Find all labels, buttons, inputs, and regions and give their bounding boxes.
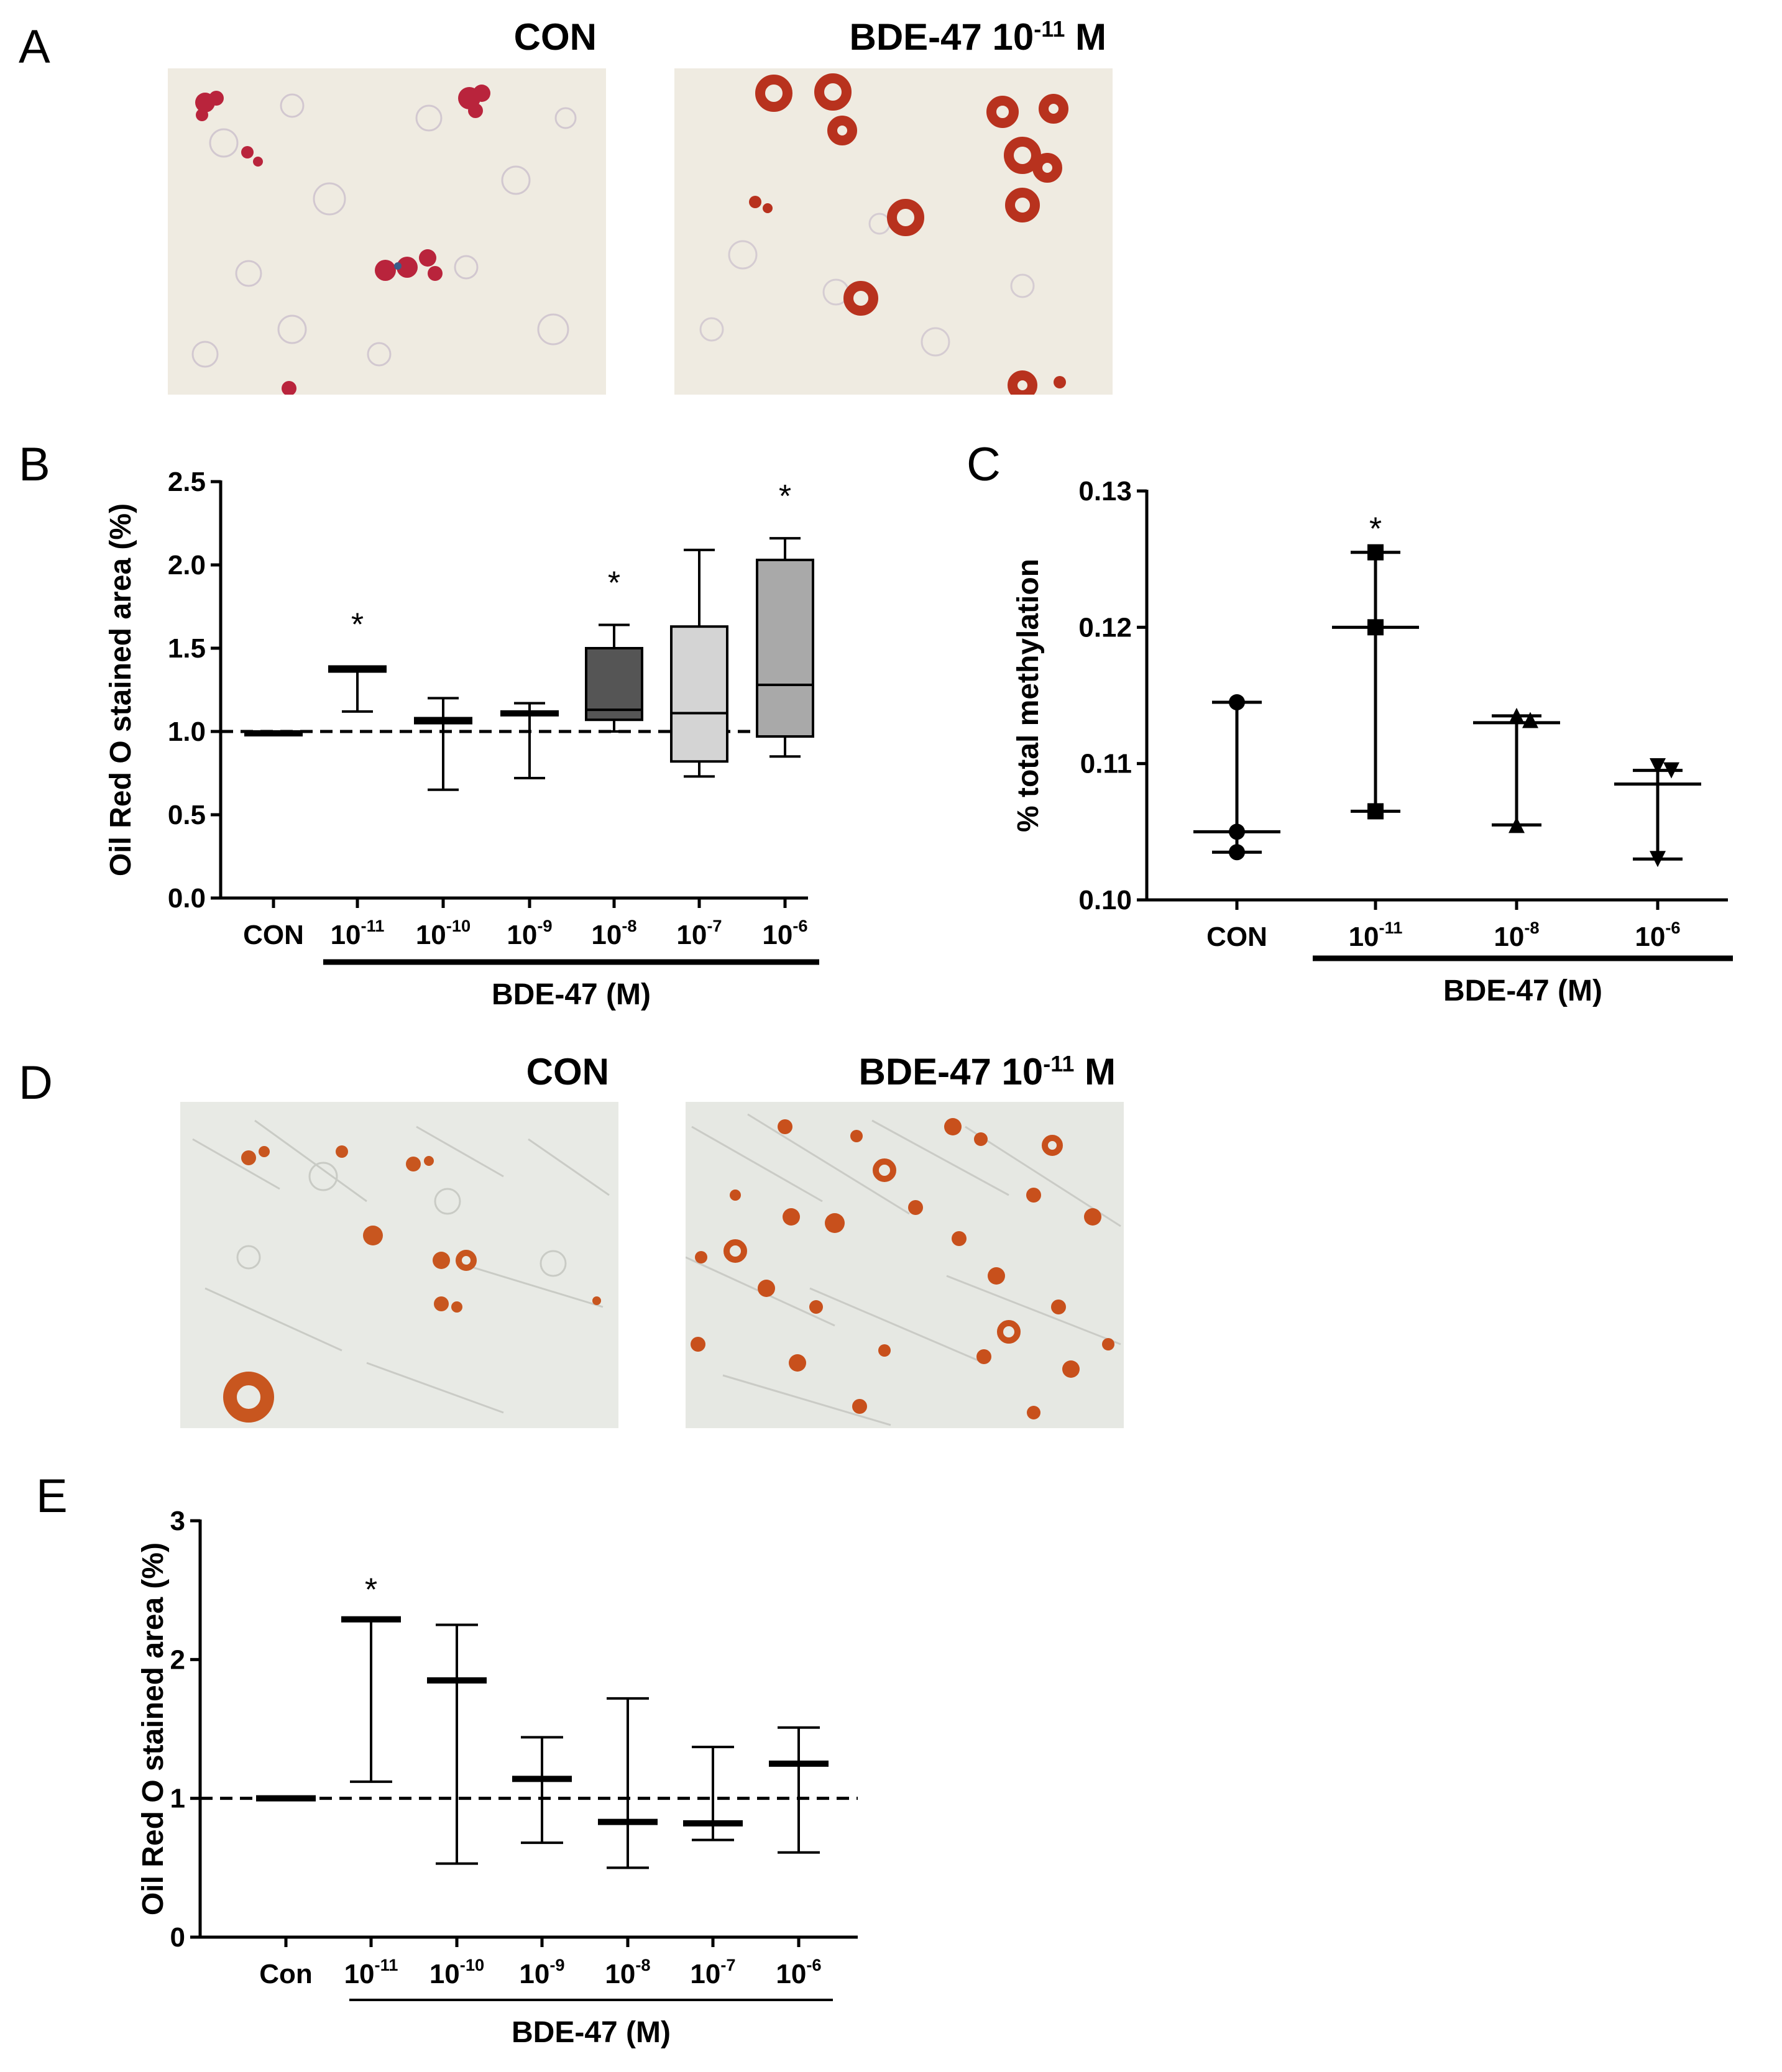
y-axis-label: Oil Red O stained area (%) (104, 503, 137, 876)
x-tick-label: 10-10 (429, 1955, 484, 1989)
title-text: CON (526, 1051, 609, 1093)
significance-star: * (779, 479, 791, 515)
data-point (1650, 851, 1666, 868)
x-axis-label: BDE-47 (M) (512, 2016, 671, 2049)
title-text: BDE-47 10 (858, 1051, 1044, 1093)
y-tick-label: 3 (170, 1506, 185, 1536)
panel-letter-e: E (36, 1470, 68, 1523)
title-sup: -11 (1043, 1051, 1075, 1076)
panel-letter-a: A (19, 21, 50, 73)
y-tick-label: 1.0 (168, 717, 206, 747)
y-tick-label: 1 (170, 1784, 185, 1814)
data-point (1509, 817, 1525, 833)
x-tick-label: 10-11 (344, 1955, 398, 1989)
significance-star: * (608, 565, 620, 601)
box (244, 730, 303, 736)
y-tick-label: 0.11 (1080, 749, 1132, 779)
x-tick-label: 10-9 (519, 1955, 564, 1989)
title-after: M (1074, 1051, 1116, 1093)
significance-star: * (351, 607, 364, 643)
y-axis-label: % total methylation (1012, 559, 1045, 832)
y-tick-label: 2 (170, 1644, 185, 1675)
micrograph-a-con (168, 68, 606, 395)
significance-star: * (1369, 511, 1382, 548)
box (328, 665, 387, 673)
data-point (1522, 712, 1538, 728)
micrograph-d-con (180, 1102, 618, 1428)
y-tick-label: 0 (170, 1922, 185, 1953)
title-text: BDE-47 10 (849, 16, 1034, 58)
box (500, 710, 559, 717)
x-tick-label: 10-10 (416, 916, 471, 950)
panel-d-title-con: CON (398, 1053, 609, 1091)
box (670, 625, 728, 763)
x-tick-label: Con (259, 1959, 313, 1989)
data-point (1229, 823, 1245, 840)
y-tick-label: 2.5 (168, 467, 206, 497)
panel-a-title-bde: BDE-47 10-11 M (746, 16, 1106, 58)
panel-a-title-con: CON (385, 19, 597, 56)
x-tick-label: CON (243, 920, 304, 950)
x-tick-label: 10-7 (676, 916, 722, 950)
y-tick-label: 0.13 (1078, 476, 1132, 507)
y-tick-label: 0.12 (1078, 612, 1132, 643)
y-axis-label: Oil Red O stained area (%) (137, 1543, 170, 1915)
data-point (1650, 758, 1666, 775)
y-tick-label: 2.0 (168, 550, 206, 580)
x-tick-label: 10-8 (605, 1955, 650, 1989)
micrograph-d-bde (686, 1102, 1124, 1428)
y-tick-label: 0.0 (168, 883, 206, 914)
x-tick-label: 10-11 (1349, 918, 1403, 952)
title-text: CON (513, 16, 597, 58)
data-point (1367, 544, 1384, 561)
box (756, 558, 814, 738)
micrograph-a-bde (674, 68, 1113, 395)
x-tick-label: 10-7 (690, 1955, 735, 1989)
y-tick-label: 1.5 (168, 633, 206, 664)
x-tick-label: 10-6 (762, 916, 807, 950)
x-axis-label: BDE-47 (M) (1443, 974, 1602, 1007)
x-axis-label: BDE-47 (M) (492, 978, 651, 1011)
x-tick-label: CON (1206, 922, 1267, 952)
significance-star: * (365, 1572, 377, 1608)
title-sup: -11 (1034, 16, 1065, 42)
x-tick-label: 10-6 (776, 1955, 821, 1989)
box (585, 647, 643, 722)
data-point (1367, 619, 1384, 636)
panel-letter-c: C (967, 438, 1001, 491)
data-point (1229, 844, 1245, 861)
x-tick-label: 10-6 (1635, 918, 1680, 952)
panel-letter-b: B (19, 438, 50, 491)
data-point (1663, 762, 1679, 779)
x-tick-label: 10-11 (331, 916, 385, 950)
title-after: M (1065, 16, 1106, 58)
data-point (1229, 694, 1245, 710)
x-tick-label: 10-8 (591, 916, 636, 950)
panel-letter-d: D (19, 1057, 53, 1109)
box (414, 717, 472, 725)
data-point (1509, 707, 1525, 724)
x-tick-label: 10-8 (1494, 918, 1539, 952)
y-tick-label: 0.10 (1078, 885, 1132, 915)
panel-d-title-bde: BDE-47 10-11 M (755, 1053, 1116, 1091)
x-tick-label: 10-9 (507, 916, 552, 950)
data-point (1367, 803, 1384, 820)
y-tick-label: 0.5 (168, 800, 206, 830)
